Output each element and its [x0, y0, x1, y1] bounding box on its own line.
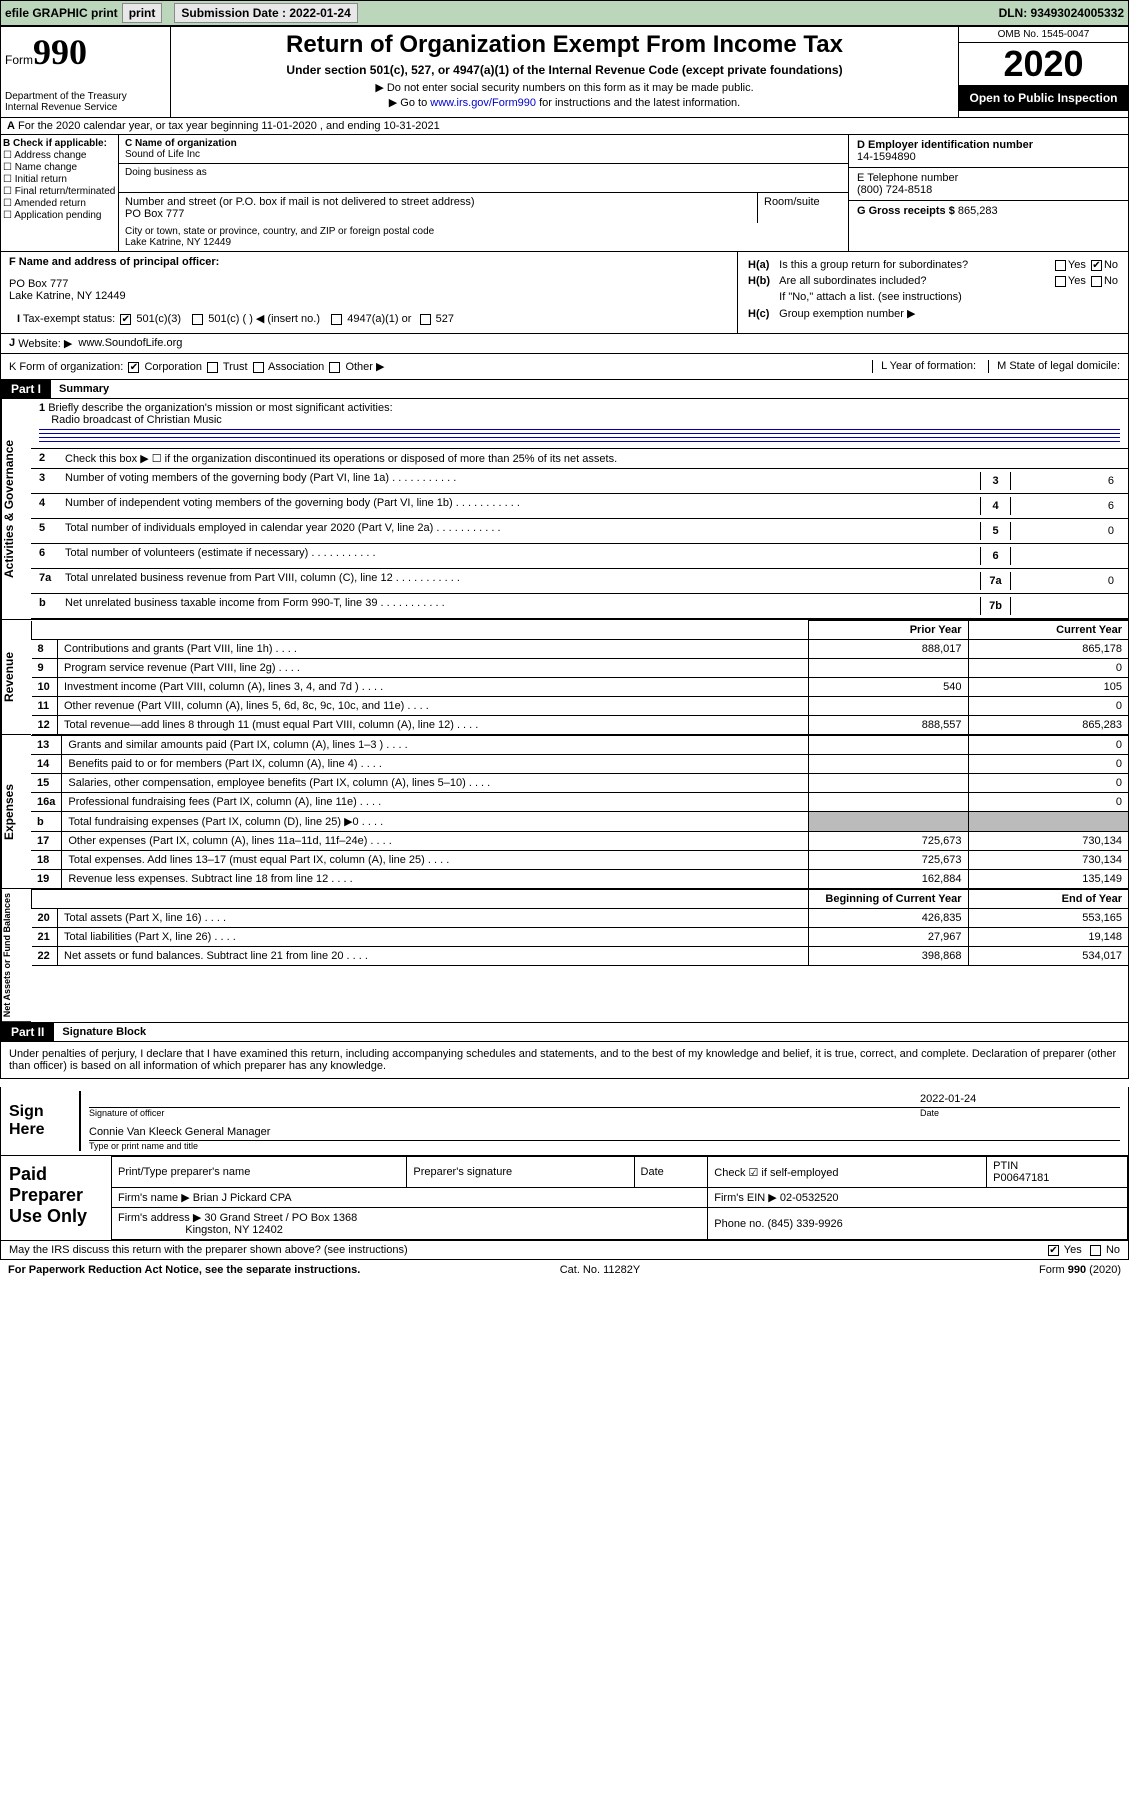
- summary-line-7a: 7aTotal unrelated business revenue from …: [31, 569, 1128, 594]
- section-bcd: B Check if applicable: ☐ Address change …: [0, 135, 1129, 252]
- topbar: efile GRAPHIC print print Submission Dat…: [0, 0, 1129, 26]
- discuss-row: May the IRS discuss this return with the…: [0, 1241, 1129, 1260]
- omb-number: OMB No. 1545-0047: [959, 27, 1128, 43]
- ptin: P00647181: [993, 1172, 1049, 1184]
- officer-name: Connie Van Kleeck General Manager: [89, 1126, 270, 1138]
- dept-label: Department of the Treasury Internal Reve…: [5, 91, 166, 113]
- row-k: K Form of organization: Corporation Trus…: [0, 354, 1129, 380]
- footer: For Paperwork Reduction Act Notice, see …: [0, 1260, 1129, 1280]
- goto-line: ▶ Go to www.irs.gov/Form990 for instruct…: [179, 96, 950, 109]
- officer-addr2: Lake Katrine, NY 12449: [9, 290, 729, 302]
- cb-527[interactable]: [420, 314, 431, 325]
- summary-line-b: bNet unrelated business taxable income f…: [31, 594, 1128, 619]
- gross-receipts: 865,283: [958, 205, 998, 217]
- discuss-yes[interactable]: [1048, 1245, 1059, 1256]
- form-subtitle: Under section 501(c), 527, or 4947(a)(1)…: [179, 63, 950, 77]
- preparer-block: Paid Preparer Use Only Print/Type prepar…: [0, 1156, 1129, 1241]
- row-17: 17Other expenses (Part IX, column (A), l…: [31, 832, 1128, 851]
- submission-date-button[interactable]: Submission Date : 2022-01-24: [174, 3, 357, 23]
- cb-address[interactable]: ☐ Address change: [3, 150, 116, 161]
- org-name: Sound of Life Inc: [125, 149, 200, 160]
- ha-yes[interactable]: [1055, 260, 1066, 271]
- summary-line-5: 5Total number of individuals employed in…: [31, 519, 1128, 544]
- row-13: 13Grants and similar amounts paid (Part …: [31, 736, 1128, 755]
- part-ii-header: Part II Signature Block: [0, 1023, 1129, 1042]
- line-a: A For the 2020 calendar year, or tax yea…: [0, 118, 1129, 135]
- row-16a: 16aProfessional fundraising fees (Part I…: [31, 793, 1128, 812]
- cb-trust[interactable]: [207, 362, 218, 373]
- irs-link[interactable]: www.irs.gov/Form990: [430, 97, 536, 109]
- row-12: 12Total revenue—add lines 8 through 11 (…: [32, 716, 1129, 735]
- cb-corp[interactable]: [128, 362, 139, 373]
- mission: Radio broadcast of Christian Music: [51, 414, 222, 426]
- dln-label: DLN: 93493024005332: [999, 6, 1124, 20]
- sign-date: 2022-01-24: [920, 1093, 1120, 1105]
- summary-line-6: 6Total number of volunteers (estimate if…: [31, 544, 1128, 569]
- cb-4947[interactable]: [331, 314, 342, 325]
- org-address: PO Box 777: [125, 208, 184, 220]
- row-j: J Website: ▶ www.SoundofLife.org: [0, 334, 1129, 354]
- firm-addr: 30 Grand Street / PO Box 1368: [204, 1212, 357, 1224]
- row-18: 18Total expenses. Add lines 13–17 (must …: [31, 851, 1128, 870]
- col-d: D Employer identification number14-15948…: [848, 135, 1128, 251]
- hb-yes[interactable]: [1055, 276, 1066, 287]
- summary-line-4: 4Number of independent voting members of…: [31, 494, 1128, 519]
- part-i-header: Part I Summary: [0, 380, 1129, 399]
- col-c: C Name of organizationSound of Life Inc …: [119, 135, 848, 251]
- officer-addr1: PO Box 777: [9, 278, 729, 290]
- cb-501c3[interactable]: [120, 314, 131, 325]
- expenses-block: Expenses 13Grants and similar amounts pa…: [0, 735, 1129, 889]
- row-9: 9Program service revenue (Part VIII, lin…: [32, 659, 1129, 678]
- perjury-text: Under penalties of perjury, I declare th…: [0, 1042, 1129, 1079]
- cb-initial[interactable]: ☐ Initial return: [3, 174, 116, 185]
- row-19: 19Revenue less expenses. Subtract line 1…: [31, 870, 1128, 889]
- cb-501c[interactable]: [192, 314, 203, 325]
- telephone: (800) 724-8518: [857, 184, 932, 196]
- open-inspection: Open to Public Inspection: [959, 85, 1128, 111]
- cb-final[interactable]: ☐ Final return/terminated: [3, 186, 116, 197]
- row-b: bTotal fundraising expenses (Part IX, co…: [31, 812, 1128, 832]
- firm-phone: (845) 339-9926: [767, 1218, 842, 1230]
- cb-assoc[interactable]: [253, 362, 264, 373]
- col-b: B Check if applicable: ☐ Address change …: [1, 135, 119, 251]
- discuss-no[interactable]: [1090, 1245, 1101, 1256]
- cb-name[interactable]: ☐ Name change: [3, 162, 116, 173]
- firm-ein: 02-0532520: [780, 1192, 839, 1204]
- website: www.SoundofLife.org: [78, 337, 182, 350]
- row-11: 11Other revenue (Part VIII, column (A), …: [32, 697, 1129, 716]
- row-21: 21Total liabilities (Part X, line 26) . …: [32, 928, 1129, 947]
- self-employed[interactable]: Check ☑ if self-employed: [708, 1157, 987, 1188]
- tax-year: 2020: [959, 43, 1128, 85]
- form-header: Form990 Department of the Treasury Inter…: [0, 26, 1129, 118]
- section-fh: F Name and address of principal officer:…: [0, 252, 1129, 334]
- ein: 14-1594890: [857, 151, 916, 163]
- org-city: Lake Katrine, NY 12449: [125, 237, 231, 248]
- row-8: 8Contributions and grants (Part VIII, li…: [32, 640, 1129, 659]
- revenue-block: Revenue Prior YearCurrent Year 8Contribu…: [0, 620, 1129, 735]
- row-22: 22Net assets or fund balances. Subtract …: [32, 947, 1129, 966]
- form-number: 990: [33, 32, 87, 72]
- summary-block: Activities & Governance 1 Briefly descri…: [0, 399, 1129, 620]
- cat-no: Cat. No. 11282Y: [560, 1264, 641, 1276]
- form-ref: Form 990 (2020): [1039, 1264, 1121, 1276]
- vtab-governance: Activities & Governance: [1, 399, 31, 619]
- netassets-block: Net Assets or Fund Balances Beginning of…: [0, 889, 1129, 1023]
- print-button[interactable]: print: [122, 3, 163, 23]
- cb-other[interactable]: [329, 362, 340, 373]
- row-15: 15Salaries, other compensation, employee…: [31, 774, 1128, 793]
- row-10: 10Investment income (Part VIII, column (…: [32, 678, 1129, 697]
- row-20: 20Total assets (Part X, line 16) . . . .…: [32, 909, 1129, 928]
- firm-name: Brian J Pickard CPA: [193, 1192, 292, 1204]
- form-title: Return of Organization Exempt From Incom…: [179, 31, 950, 59]
- cb-amended[interactable]: ☐ Amended return: [3, 198, 116, 209]
- form-word: Form: [5, 53, 33, 67]
- hb-no[interactable]: [1091, 276, 1102, 287]
- cb-pending[interactable]: ☐ Application pending: [3, 210, 116, 221]
- ha-no[interactable]: [1091, 260, 1102, 271]
- row-14: 14Benefits paid to or for members (Part …: [31, 755, 1128, 774]
- sign-here-label: Sign Here: [9, 1091, 79, 1151]
- summary-line-3: 3Number of voting members of the governi…: [31, 469, 1128, 494]
- efile-label: efile GRAPHIC print: [5, 6, 118, 20]
- ssn-warning: ▶ Do not enter social security numbers o…: [179, 81, 950, 94]
